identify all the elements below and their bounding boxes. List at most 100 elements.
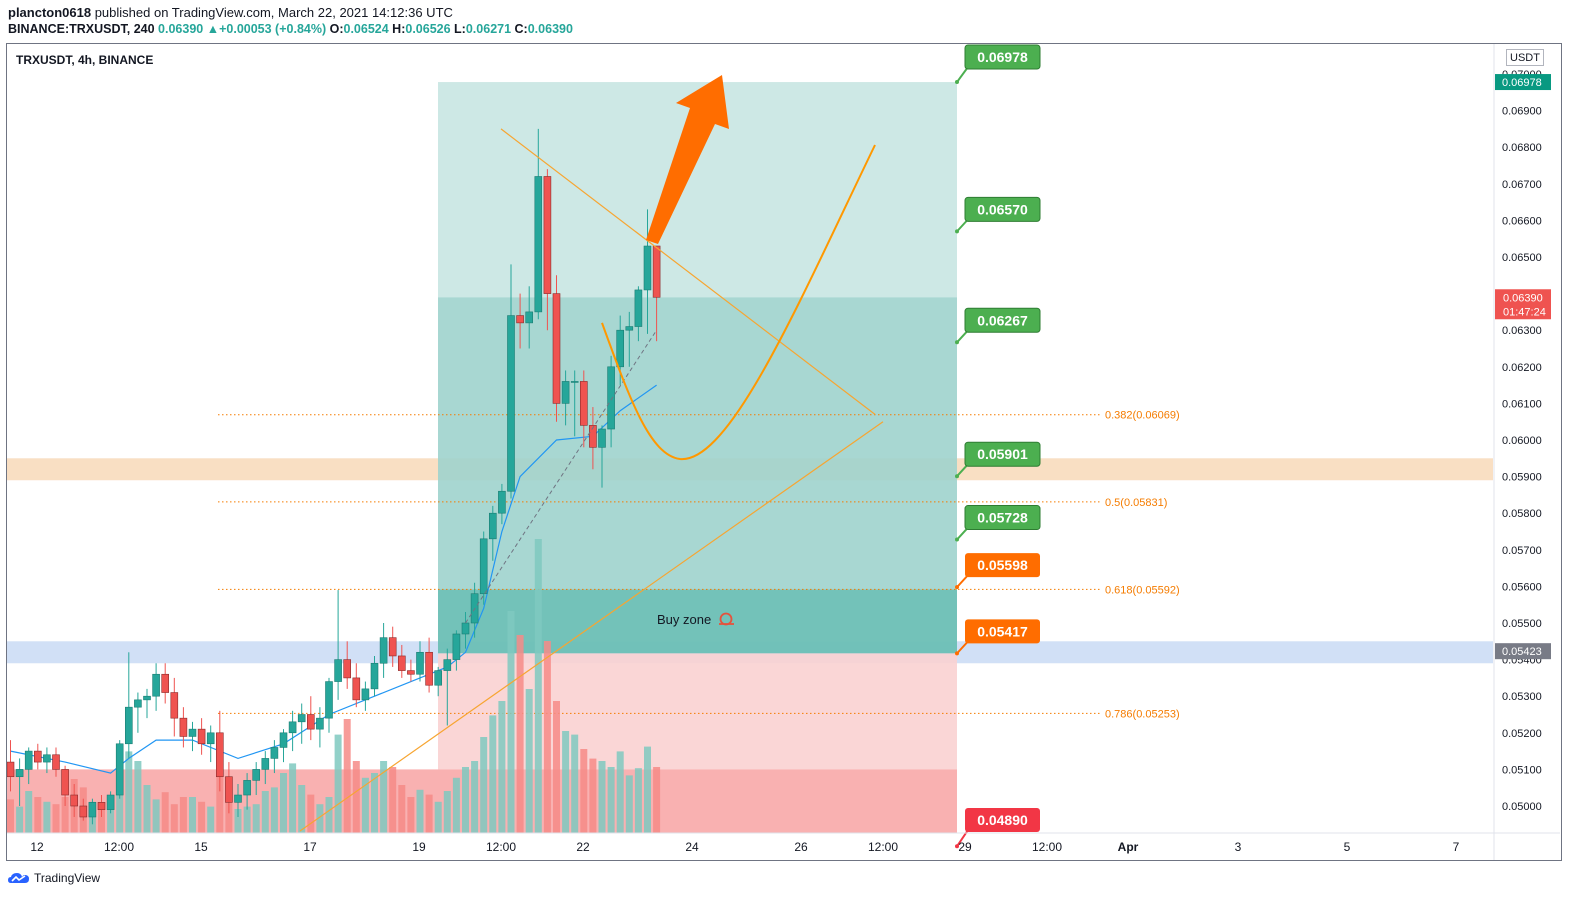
candle-body [134,699,142,708]
x-tick-label: 19 [412,840,426,854]
callout-value: 0.05901 [977,446,1028,462]
brand-name: TradingView [34,871,101,885]
x-tick-label: 12:00 [104,840,134,854]
candle-body [234,794,242,803]
callout-value: 0.06267 [977,312,1028,328]
volume-bar [143,785,151,833]
volume-bar [189,797,196,833]
volume-bar [179,797,187,833]
candle-body [479,538,488,595]
symbol-interval: BINANCE:TRXUSDT, 240 [8,22,155,36]
volume-bar [52,804,60,833]
ema-line [10,384,657,774]
candle-body [216,732,224,778]
candle-body [170,692,179,719]
volume-bar [425,794,433,833]
callout-box [965,553,1040,578]
volume-bar [571,734,579,833]
volume-bar [216,758,224,833]
volume-bar [398,785,406,833]
volume-bar [598,761,606,833]
volume-bar [152,799,160,833]
volume-bar [116,767,124,833]
callout-anchor [955,80,959,85]
candle-body [607,366,615,430]
low-value: 0.06271 [465,22,512,36]
volume-bar [644,746,651,833]
volume-bar [452,777,460,833]
volume-bar [125,751,133,833]
candle-body [252,769,260,781]
callout-box [965,808,1040,832]
candle-body [261,758,270,770]
y-tick-label: 0.06800 [1502,142,1542,154]
volume-bar [489,715,497,833]
volume-bar [243,806,251,833]
candle-body [397,655,406,671]
volume-bar [170,804,178,833]
callout-anchor [955,585,959,590]
callout-box [964,441,1041,467]
axis-tag [1495,74,1551,91]
callout-box [964,505,1041,531]
open-value: 0.06524 [343,22,389,36]
y-tick-label: 0.06600 [1502,215,1542,227]
axis-tag-value: 0.06978 [1502,77,1542,89]
volume-bar [316,804,324,833]
volume-bar [43,801,51,833]
last-price-tag [1495,289,1551,320]
axis-tag-value: 0.05423 [1502,646,1542,658]
callout-value: 0.05728 [977,510,1028,526]
volume-bar [525,689,533,833]
candle-body [125,706,133,745]
candle-body [616,329,625,368]
candle-body [370,662,379,690]
volume-bar [634,768,642,833]
candle-body [97,802,106,810]
volume-bar [361,777,369,833]
candle-body [652,245,661,298]
fib-label: 0.5(0.05831) [1105,497,1167,509]
change-value: +0.00053 (+0.84%) [219,22,327,36]
fib-label: 0.786(0.05253) [1105,708,1180,720]
candle-body [443,659,452,671]
forecast-arrow-icon [646,75,729,244]
fib-label: 0.618(0.05592) [1105,584,1180,596]
snail-icon [719,612,734,626]
high-value: 0.06526 [405,22,451,36]
volume-bar [516,635,524,833]
candle-body [552,293,561,404]
candle-body [525,311,534,324]
volume-bar [371,773,378,833]
volume-bar [625,775,633,833]
volume-bar [7,799,14,833]
candle-body [534,176,543,313]
currency-unit-button[interactable]: USDT [1506,49,1544,66]
x-tick-label: 22 [576,840,590,854]
candle-body [407,670,415,675]
y-tick-label: 0.06900 [1502,106,1542,118]
volume-bar [61,797,69,833]
x-tick-label: 12 [30,840,44,854]
x-tick-label: 12:00 [868,840,898,854]
candle-body [561,381,570,404]
y-tick-label: 0.06700 [1502,179,1542,191]
callout-box [964,196,1041,222]
volume-bar [616,751,624,833]
y-tick-label: 0.06200 [1502,362,1542,374]
candle-body [516,315,524,324]
candle-body [70,794,78,807]
volume-bar [352,761,360,833]
ohlc-line: BINANCE:TRXUSDT, 240 0.06390 ▲+0.00053 (… [8,22,573,36]
volume-bar [234,809,242,833]
author-name[interactable]: plancton0618 [8,5,92,20]
candle-body [152,673,160,697]
candle-body [61,769,69,796]
candle-body [507,315,515,492]
y-tick-label: 0.06500 [1502,252,1542,264]
buy-zone-label: Buy zone [657,612,711,627]
y-tick-label: 0.06300 [1502,325,1542,337]
candle-body [15,769,24,778]
footer-brand[interactable]: TradingView [8,871,100,885]
